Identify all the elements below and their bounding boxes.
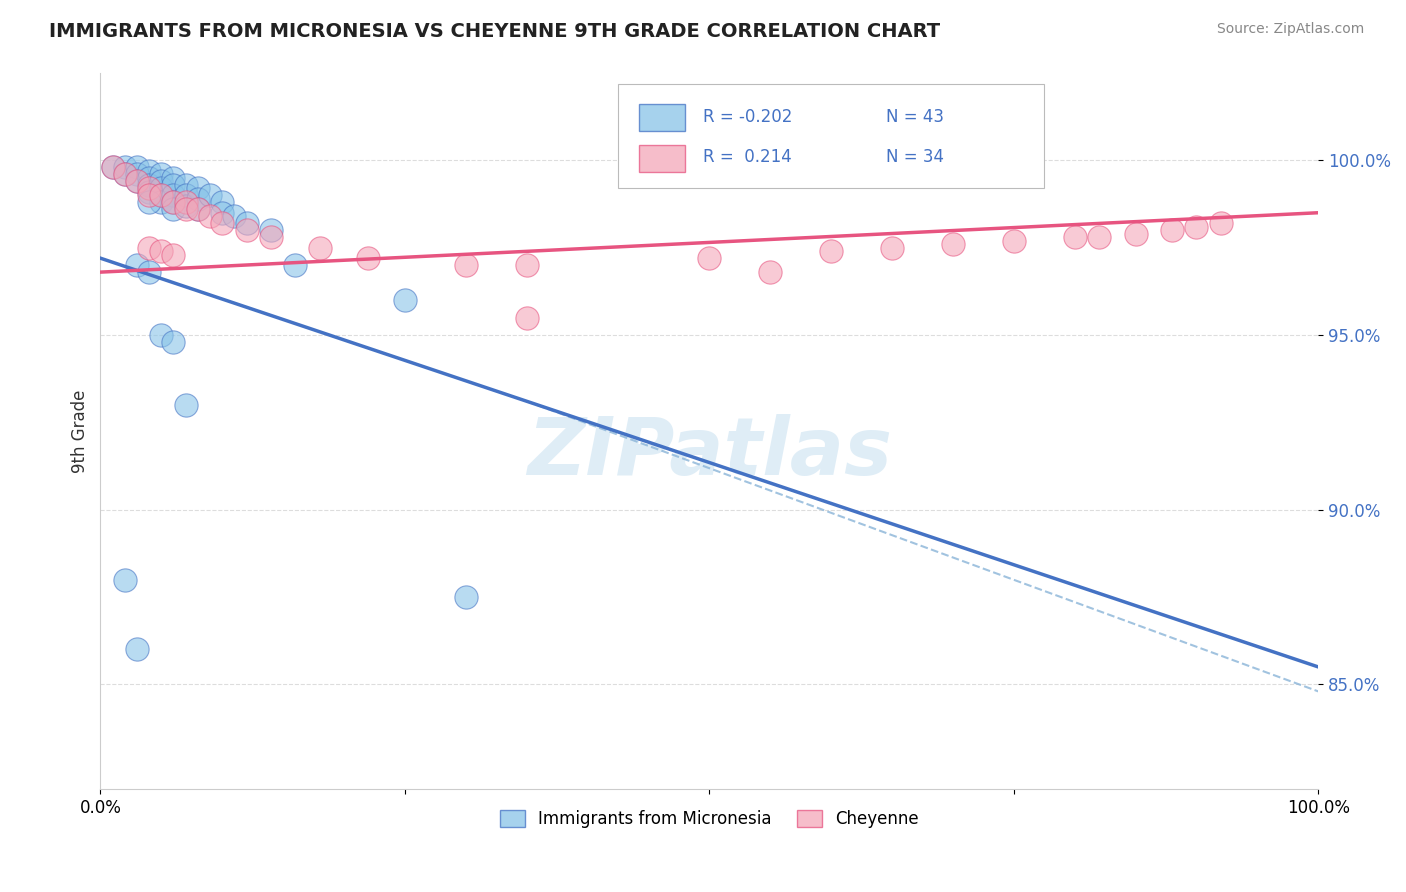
Point (1185, 219, 1208, 234)
Point (697, 251, 720, 265)
Point (308, 241, 330, 255)
Point (138, 178, 160, 192)
Point (174, 398, 197, 412)
Y-axis label: 9th Grade: 9th Grade (72, 390, 89, 473)
Point (162, 170, 184, 185)
Text: R = -0.202: R = -0.202 (703, 108, 793, 126)
Point (211, 216, 233, 230)
Text: N = 43: N = 43 (886, 108, 943, 126)
Point (198, 188, 221, 202)
Point (174, 188, 197, 202)
Point (138, 188, 160, 202)
Point (138, 170, 160, 185)
Point (516, 258, 538, 272)
Point (284, 258, 307, 272)
Point (759, 265, 782, 279)
Point (174, 195, 197, 210)
Legend: Immigrants from Micronesia, Cheyenne: Immigrants from Micronesia, Cheyenne (494, 803, 925, 835)
Point (162, 247, 184, 261)
Point (516, 310, 538, 325)
Point (150, 244, 173, 259)
Point (1209, 216, 1232, 230)
FancyBboxPatch shape (638, 145, 685, 172)
Point (235, 216, 257, 230)
Point (162, 178, 184, 192)
Point (1161, 223, 1184, 237)
Text: N = 34: N = 34 (886, 148, 943, 167)
Point (150, 167, 173, 181)
Point (942, 237, 965, 252)
Point (138, 181, 160, 195)
Point (162, 334, 184, 349)
Point (138, 265, 160, 279)
Point (138, 241, 160, 255)
Point (138, 195, 160, 210)
Point (174, 178, 197, 192)
Point (162, 188, 184, 202)
Point (454, 590, 477, 604)
Point (114, 167, 136, 181)
FancyBboxPatch shape (638, 103, 685, 131)
Point (125, 258, 148, 272)
Point (150, 188, 173, 202)
Point (211, 195, 233, 210)
Point (1063, 230, 1085, 244)
Point (187, 192, 209, 206)
Point (187, 202, 209, 217)
Point (260, 230, 283, 244)
Point (880, 241, 903, 255)
Point (211, 205, 233, 219)
Point (125, 174, 148, 188)
Point (1125, 227, 1147, 241)
Text: Source: ZipAtlas.com: Source: ZipAtlas.com (1216, 22, 1364, 37)
Text: IMMIGRANTS FROM MICRONESIA VS CHEYENNE 9TH GRADE CORRELATION CHART: IMMIGRANTS FROM MICRONESIA VS CHEYENNE 9… (49, 22, 941, 41)
Point (125, 642, 148, 657)
Point (114, 161, 136, 175)
Point (174, 199, 197, 213)
Point (357, 251, 380, 265)
Point (114, 573, 136, 587)
Point (125, 174, 148, 188)
Point (138, 185, 160, 199)
Point (150, 181, 173, 195)
Point (150, 328, 173, 343)
Point (260, 223, 283, 237)
Point (114, 167, 136, 181)
Point (150, 195, 173, 210)
Point (174, 202, 197, 217)
Point (187, 181, 209, 195)
Point (454, 258, 477, 272)
Point (125, 167, 148, 181)
Text: R =  0.214: R = 0.214 (703, 148, 792, 167)
Point (150, 188, 173, 202)
Point (820, 244, 842, 259)
Point (394, 293, 416, 307)
Point (162, 195, 184, 210)
Point (150, 174, 173, 188)
Point (101, 161, 124, 175)
Point (162, 195, 184, 210)
FancyBboxPatch shape (619, 84, 1045, 187)
Point (1002, 234, 1025, 248)
Point (101, 161, 124, 175)
Point (187, 202, 209, 217)
Point (162, 202, 184, 217)
Point (1088, 230, 1111, 244)
Text: ZIPatlas: ZIPatlas (527, 414, 891, 491)
Point (138, 163, 160, 178)
Point (235, 223, 257, 237)
Point (125, 161, 148, 175)
Point (224, 209, 246, 223)
Point (198, 209, 221, 223)
